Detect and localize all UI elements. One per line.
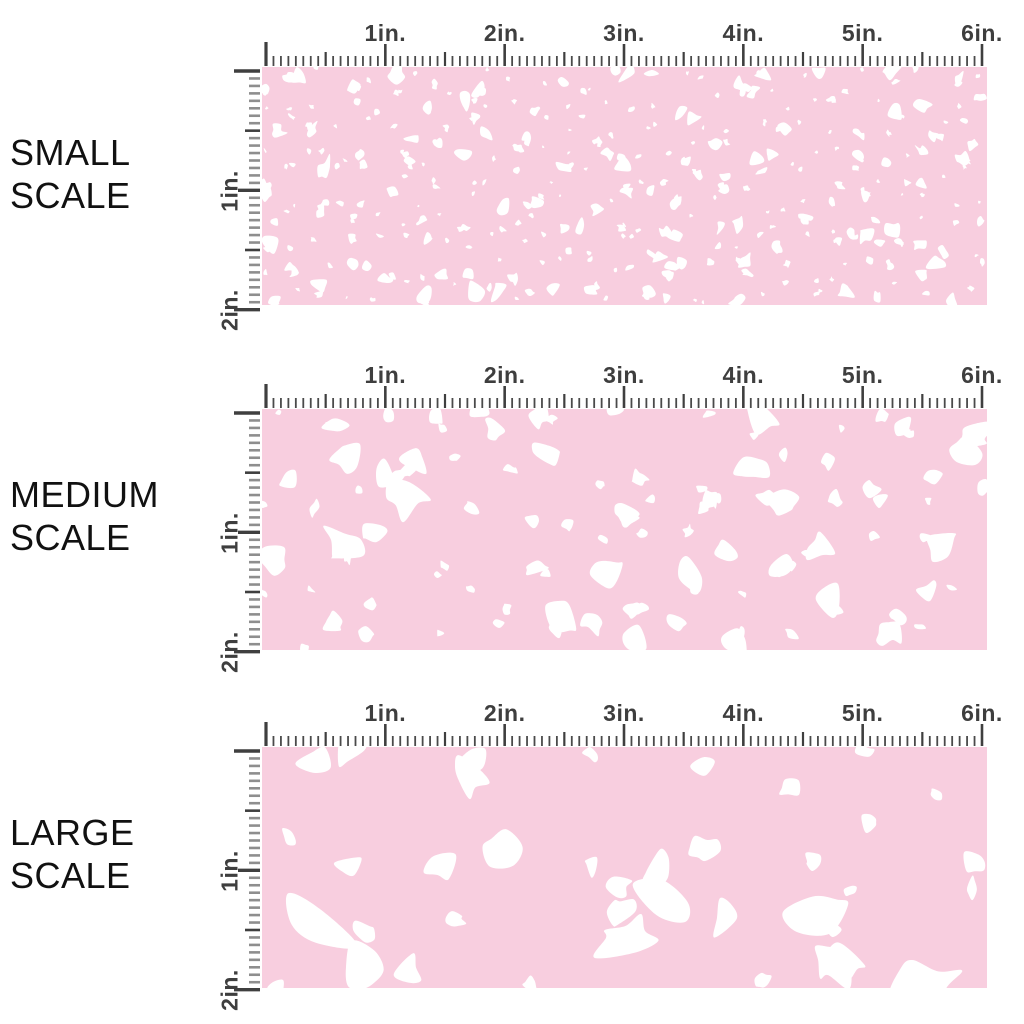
scale-label-large: LARGE SCALE [10,811,135,897]
scale-label-line: SCALE [10,175,131,216]
spot-pattern [267,747,986,988]
scale-label-line: SCALE [10,517,131,558]
h-ruler-label-5in-large: 5in. [841,700,884,726]
h-ruler-label-2in-large: 2in. [483,700,526,726]
horizontal-ruler-medium [264,384,984,408]
h-ruler-label-3in-medium: 3in. [603,362,645,388]
scale-label-line: MEDIUM [10,474,159,515]
vertical-ruler-medium [234,411,260,654]
h-ruler-label-4in-large: 4in. [722,700,765,726]
vertical-ruler-small [234,69,260,312]
h-ruler-label-4in-medium: 4in. [722,362,765,388]
h-ruler-label-6in-small: 6in. [961,20,1003,46]
h-ruler-label-3in-large: 3in. [603,700,645,726]
scale-label-line: SCALE [10,855,131,896]
h-ruler-label-1in-small: 1in. [364,20,407,46]
h-ruler-label-6in-medium: 6in. [961,362,1003,388]
v-ruler-label-2in-large: 2in. [216,969,243,1011]
scale-label-line: LARGE [10,812,135,853]
horizontal-ruler-large [264,722,984,746]
h-ruler-label-3in-small: 3in. [603,20,645,46]
v-ruler-label-2in-medium: 2in. [216,631,243,673]
spot-pattern [262,67,987,305]
h-ruler-label-2in-small: 2in. [483,20,526,46]
vertical-ruler-large [234,749,260,992]
h-ruler-label-2in-medium: 2in. [483,362,526,388]
h-ruler-label-5in-medium: 5in. [841,362,884,388]
h-ruler-label-1in-medium: 1in. [364,362,407,388]
v-ruler-label-1in-small: 1in. [216,170,243,212]
swatch-medium [262,409,987,650]
h-ruler-label-5in-small: 5in. [841,20,884,46]
v-ruler-label-1in-medium: 1in. [216,512,243,554]
spot-pattern [262,409,987,650]
horizontal-ruler-small [264,42,984,66]
h-ruler-label-1in-large: 1in. [364,700,407,726]
swatch-small [262,67,987,305]
scale-label-medium: MEDIUM SCALE [10,473,159,559]
swatch-large [262,747,987,988]
v-ruler-label-1in-large: 1in. [216,850,243,892]
h-ruler-label-4in-small: 4in. [722,20,765,46]
scale-label-line: SMALL [10,132,131,173]
scale-label-small: SMALL SCALE [10,131,131,217]
h-ruler-label-6in-large: 6in. [961,700,1003,726]
v-ruler-label-2in-small: 2in. [216,289,243,331]
